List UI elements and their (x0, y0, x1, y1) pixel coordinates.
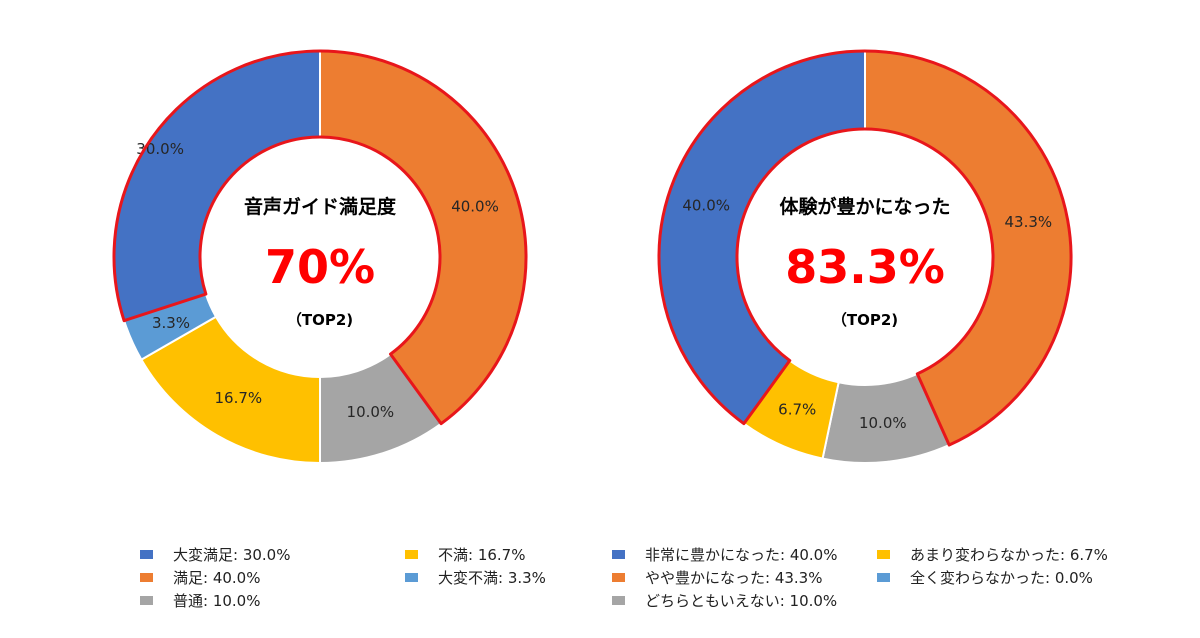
center-value-2: 83.3% (785, 240, 945, 294)
legend-item: 大変不満: 3.3% (405, 568, 645, 587)
legend-item: 大変満足: 30.0% (140, 545, 405, 564)
legend-swatch (405, 572, 418, 582)
legend-item: どちらともいえない: 10.0% (612, 591, 877, 610)
legend-item: やや豊かになった: 43.3% (612, 568, 877, 587)
data-label-2-1: 40.0% (682, 196, 730, 214)
legend-label: あまり変わらなかった: 6.7% (910, 545, 1108, 564)
legend-item: 全く変わらなかった: 0.0% (877, 568, 1117, 587)
legend-swatch (140, 595, 153, 605)
top2-outline-1 (112, 49, 528, 426)
donut-chart-2: 40.0% 43.3% 10.0% 6.7% 体験が豊かになった 83.3% （TOP2) (657, 49, 1073, 464)
top2-outline-2 (657, 49, 1073, 447)
data-label-1-4: 16.7% (215, 389, 263, 407)
legend-label: 全く変わらなかった: 0.0% (910, 568, 1093, 587)
legend-label: 非常に豊かになった: 40.0% (645, 545, 838, 564)
center-title-1: 音声ガイド満足度 (244, 195, 397, 218)
data-label-2-4: 6.7% (778, 401, 816, 419)
center-note-2: （TOP2) (832, 311, 898, 329)
donut-chart-1: 30.0%40.0%10.0%16.7%3.3%音声ガイド満足度70%（TOP2… (112, 49, 528, 465)
legend-swatch (612, 595, 625, 605)
legend-item: 非常に豊かになった: 40.0% (612, 545, 877, 564)
donut-slice-1-4 (140, 315, 321, 465)
data-label-2-2: 43.3% (1004, 213, 1052, 231)
data-label-1-2: 40.0% (451, 198, 499, 216)
legend-swatch (877, 549, 890, 559)
legend-swatch (140, 549, 153, 559)
legend-label: 満足: 40.0% (173, 568, 261, 587)
center-value-1: 70% (265, 240, 375, 294)
data-label-1-3: 10.0% (347, 403, 395, 421)
legend-item: あまり変わらなかった: 6.7% (877, 545, 1117, 564)
legend-label: 大変不満: 3.3% (438, 568, 546, 587)
legend-item: 不満: 16.7% (405, 545, 645, 564)
legend-item: 満足: 40.0% (140, 568, 405, 587)
legend-item: 普通: 10.0% (140, 591, 405, 610)
legend-label: 大変満足: 30.0% (173, 545, 291, 564)
data-label-1-5: 3.3% (152, 314, 190, 332)
legend-satisfaction: 大変満足: 30.0% 不満: 16.7% 満足: 40.0% 大変不満: 3.3% 普… (140, 545, 645, 610)
legend-label: どちらともいえない: 10.0% (645, 591, 838, 610)
legend-swatch (405, 549, 418, 559)
center-title-2: 体験が豊かになった (779, 195, 950, 218)
center-note-1: （TOP2) (287, 311, 353, 329)
legend-enrichment: 非常に豊かになった: 40.0% あまり変わらなかった: 6.7% やや豊かになった… (612, 545, 1117, 610)
legend-label: やや豊かになった: 43.3% (645, 568, 823, 587)
legend-swatch (612, 549, 625, 559)
legend-swatch (612, 572, 625, 582)
legend-swatch (877, 572, 890, 582)
legend-label: 普通: 10.0% (173, 591, 261, 610)
legend-label: 不満: 16.7% (438, 545, 526, 564)
data-label-2-3: 10.0% (859, 414, 907, 432)
legend-swatch (140, 572, 153, 582)
